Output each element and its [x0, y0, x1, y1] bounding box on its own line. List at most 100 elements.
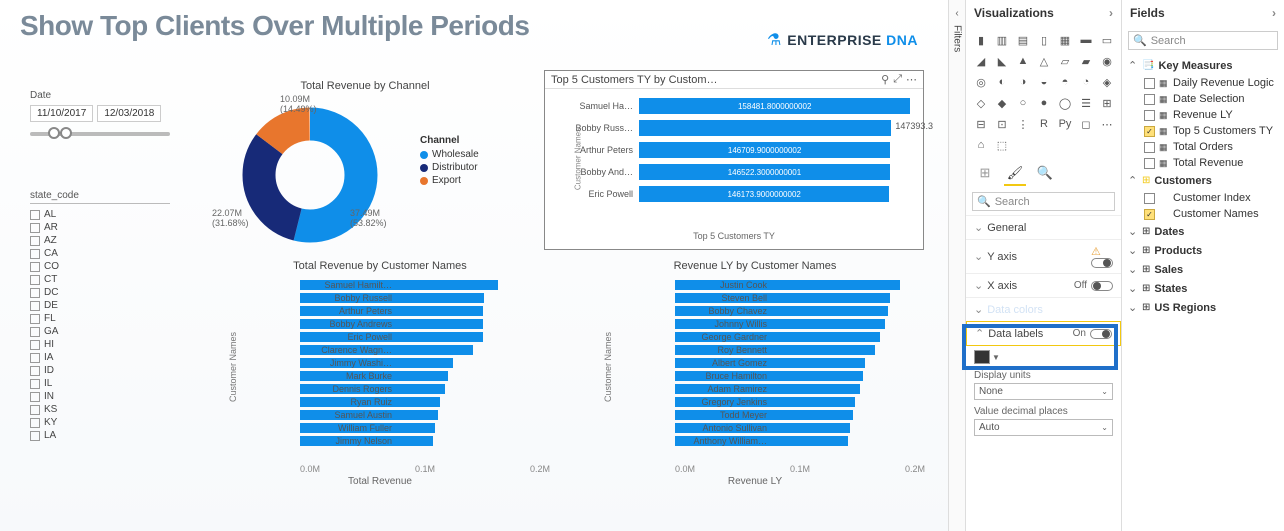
viz-type-icon[interactable]: ⌂ — [972, 136, 990, 154]
revenue-ly-by-customer-chart[interactable]: Revenue LY by Customer Names Customer Na… — [575, 260, 935, 510]
viz-type-icon[interactable]: ▲ — [1014, 52, 1032, 70]
data-label-color-picker[interactable]: ▼ — [966, 346, 1121, 368]
checkbox-icon[interactable] — [30, 249, 40, 259]
bar-row[interactable]: Bobby Chavez — [675, 304, 925, 317]
viz-type-icon[interactable]: ◑ — [1014, 73, 1032, 91]
viz-type-icon[interactable]: ◻ — [1077, 115, 1095, 133]
viz-type-icon[interactable]: ◎ — [972, 73, 990, 91]
date-from-input[interactable]: 11/10/2017 — [30, 105, 93, 122]
viz-type-icon[interactable]: ▰ — [1077, 52, 1095, 70]
state-option-hi[interactable]: HI — [30, 338, 170, 351]
viz-type-icon[interactable]: ○ — [1014, 94, 1032, 112]
field-daily-revenue-logic[interactable]: ▦Daily Revenue Logic — [1126, 75, 1280, 91]
viz-type-icon[interactable]: ⋯ — [1098, 115, 1116, 133]
date-slider[interactable] — [30, 132, 170, 136]
bar-row[interactable]: Bruce Hamilton — [675, 369, 925, 382]
fields-table-states[interactable]: ⌄⊞States — [1126, 279, 1280, 298]
viz-type-icon[interactable]: ▤ — [1014, 31, 1032, 49]
collapse-fields-icon[interactable]: › — [1272, 6, 1276, 20]
field-revenue-ly[interactable]: ▦Revenue LY — [1126, 107, 1280, 123]
bar-row[interactable]: Justin Cook — [675, 278, 925, 291]
viz-type-icon[interactable]: ▯ — [1035, 31, 1053, 49]
top5-bar-row[interactable]: Bobby And…146522.3000000001 — [571, 161, 913, 183]
state-option-il[interactable]: IL — [30, 377, 170, 390]
top5-customers-ty-chart[interactable]: Top 5 Customers TY by Custom… ⚲ ⤢ ⋯ Cust… — [544, 70, 924, 250]
bar-row[interactable]: Jimmy Washi… — [300, 356, 550, 369]
format-section-y-axis[interactable]: ⌄Y axis⚠ — [966, 239, 1121, 273]
toggle-switch[interactable]: Off — [1074, 280, 1113, 291]
checkbox-icon[interactable] — [30, 262, 40, 272]
fields-well-icon[interactable]: ⊞ — [976, 164, 994, 182]
collapse-viz-icon[interactable]: › — [1109, 6, 1113, 20]
fields-table-products[interactable]: ⌄⊞Products — [1126, 241, 1280, 260]
field-checkbox[interactable] — [1144, 193, 1155, 204]
state-option-la[interactable]: LA — [30, 429, 170, 442]
viz-type-icon[interactable]: ▮ — [972, 31, 990, 49]
bar-row[interactable]: Steven Bell — [675, 291, 925, 304]
bar-row[interactable]: Roy Bennett — [675, 343, 925, 356]
format-search-input[interactable]: 🔍 Search — [972, 192, 1115, 211]
viz-type-icon[interactable]: ▦ — [1056, 31, 1074, 49]
fields-table-sales[interactable]: ⌄⊞Sales — [1126, 260, 1280, 279]
checkbox-icon[interactable] — [30, 210, 40, 220]
filters-pane-collapsed[interactable]: ‹ Filters — [948, 0, 966, 531]
bar-row[interactable]: Johnny Willis — [675, 317, 925, 330]
bar-row[interactable]: Albert Gomez — [675, 356, 925, 369]
checkbox-icon[interactable] — [30, 405, 40, 415]
viz-type-icon[interactable]: ▥ — [993, 31, 1011, 49]
state-option-ks[interactable]: KS — [30, 403, 170, 416]
bar-row[interactable]: Gregory Jenkins — [675, 395, 925, 408]
viz-type-icon[interactable]: ● — [1035, 94, 1053, 112]
format-section-general[interactable]: ⌄General — [966, 215, 1121, 239]
format-section-data-colors[interactable]: ⌄Data colors — [966, 297, 1121, 321]
field-customer-index[interactable]: Customer Index — [1126, 190, 1280, 206]
viz-type-icon[interactable]: Py — [1056, 115, 1074, 133]
fields-table-us-regions[interactable]: ⌄⊞US Regions — [1126, 298, 1280, 317]
toggle-switch[interactable] — [1091, 258, 1113, 268]
decimal-places-dropdown[interactable]: Auto⌄ — [974, 419, 1113, 436]
date-to-input[interactable]: 12/03/2018 — [97, 105, 161, 122]
bar-row[interactable]: Dennis Rogers — [300, 382, 550, 395]
total-revenue-by-customer-chart[interactable]: Total Revenue by Customer Names Customer… — [200, 260, 560, 510]
more-options-icon[interactable]: ⋯ — [906, 73, 917, 86]
checkbox-icon[interactable] — [30, 366, 40, 376]
bar-row[interactable]: Eric Powell — [300, 330, 550, 343]
state-code-slicer[interactable]: state_code ALARAZCACOCTDCDEFLGAHIIAIDILI… — [30, 190, 170, 442]
checkbox-icon[interactable] — [30, 418, 40, 428]
checkbox-icon[interactable] — [30, 353, 40, 363]
state-option-ga[interactable]: GA — [30, 325, 170, 338]
state-option-ar[interactable]: AR — [30, 221, 170, 234]
field-total-revenue[interactable]: ▦Total Revenue — [1126, 155, 1280, 171]
state-option-id[interactable]: ID — [30, 364, 170, 377]
viz-type-icon[interactable]: ◯ — [1056, 94, 1074, 112]
top5-bar-row[interactable]: Arthur Peters146709.9000000002 — [571, 139, 913, 161]
filter-icon[interactable]: ⚲ — [881, 73, 889, 86]
expand-filters-icon[interactable]: ‹ — [955, 8, 958, 19]
field-checkbox[interactable]: ✓ — [1144, 126, 1155, 137]
viz-type-icon[interactable]: ◣ — [993, 52, 1011, 70]
viz-type-icon[interactable]: ◢ — [972, 52, 990, 70]
state-option-ct[interactable]: CT — [30, 273, 170, 286]
bar-row[interactable]: Ryan Ruiz — [300, 395, 550, 408]
field-checkbox[interactable] — [1144, 78, 1155, 89]
viz-type-icon[interactable]: ◈ — [1098, 73, 1116, 91]
bar-row[interactable]: Samuel Hamilt… — [300, 278, 550, 291]
bar-row[interactable]: Bobby Andrews — [300, 317, 550, 330]
bar-row[interactable]: Todd Meyer — [675, 408, 925, 421]
viz-type-icon[interactable]: ◇ — [972, 94, 990, 112]
field-checkbox[interactable] — [1144, 158, 1155, 169]
state-option-al[interactable]: AL — [30, 208, 170, 221]
viz-type-icon[interactable]: ⬚ — [993, 136, 1011, 154]
bar-row[interactable]: Arthur Peters — [300, 304, 550, 317]
checkbox-icon[interactable] — [30, 327, 40, 337]
checkbox-icon[interactable] — [30, 236, 40, 246]
checkbox-icon[interactable] — [30, 288, 40, 298]
legend-item[interactable]: Distributor — [420, 162, 479, 173]
viz-type-icon[interactable]: ◓ — [1056, 73, 1074, 91]
analytics-magnifier-icon[interactable]: 🔍 — [1036, 164, 1054, 182]
state-option-ia[interactable]: IA — [30, 351, 170, 364]
bar-row[interactable]: Anthony William… — [675, 434, 925, 447]
checkbox-icon[interactable] — [30, 392, 40, 402]
viz-type-icon[interactable]: ⊟ — [972, 115, 990, 133]
field-total-orders[interactable]: ▦Total Orders — [1126, 139, 1280, 155]
